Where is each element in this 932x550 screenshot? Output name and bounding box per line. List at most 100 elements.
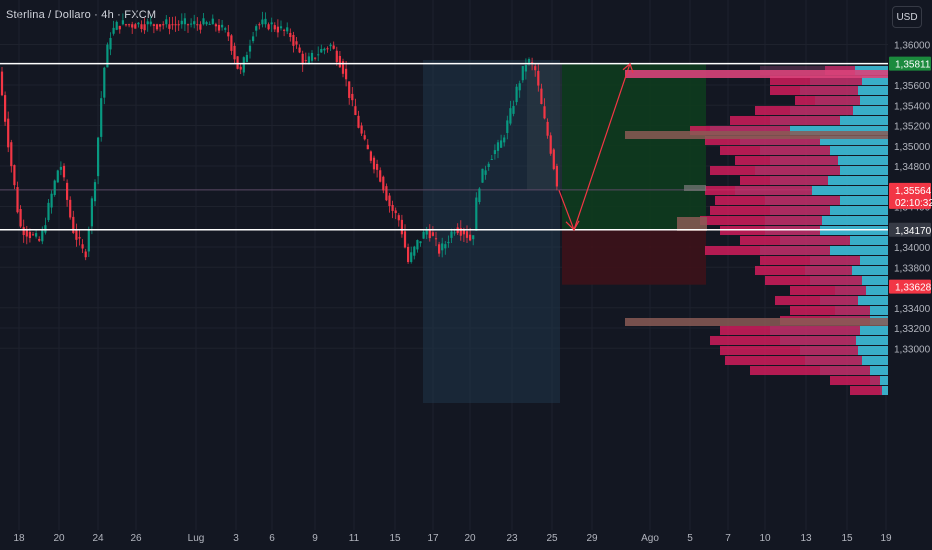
price-axis: 1,36000 1,35600 1,35400 1,35200 1,35000 1,348… xyxy=(889,41,932,355)
candle-body xyxy=(47,202,50,221)
volume-bar xyxy=(820,366,888,375)
volume-bar xyxy=(800,346,888,355)
volume-bar xyxy=(720,146,888,155)
candle-body xyxy=(459,228,462,236)
candle-body xyxy=(50,193,53,208)
candle-body xyxy=(56,170,59,183)
volume-bar xyxy=(684,185,706,191)
time-tick-label: 3 xyxy=(233,533,239,544)
candle-body xyxy=(22,227,25,236)
candle-body xyxy=(326,48,329,50)
candle-body xyxy=(155,24,159,30)
candle-body xyxy=(7,118,10,148)
candle-body xyxy=(298,47,301,53)
position-zones xyxy=(0,60,888,403)
time-tick-label: Ago xyxy=(641,533,659,544)
candle-body xyxy=(100,98,103,137)
candle-body xyxy=(425,230,428,235)
volume-bar xyxy=(860,256,888,265)
candles xyxy=(0,11,558,264)
time-tick-label: 25 xyxy=(546,533,558,544)
candle-body xyxy=(208,23,211,25)
candle-body xyxy=(366,144,369,150)
candle-body xyxy=(549,135,552,154)
candle-body xyxy=(252,36,255,42)
candle-body xyxy=(199,24,202,30)
candle-body xyxy=(255,26,258,31)
volume-bar xyxy=(725,356,888,365)
candle-body xyxy=(267,24,270,30)
candle-body xyxy=(397,215,400,221)
candle-body xyxy=(103,67,106,98)
price-tick-label: 1,33400 xyxy=(894,304,931,315)
currency-button[interactable]: USD xyxy=(892,6,922,28)
candle-body xyxy=(4,95,7,122)
candle-body xyxy=(180,20,183,25)
price-tick-label: 1,34800 xyxy=(894,162,931,173)
volume-bar xyxy=(862,76,888,85)
candle-body xyxy=(407,247,410,263)
volume-bar xyxy=(840,166,888,175)
candle-body xyxy=(438,244,441,254)
candle-body xyxy=(131,24,134,28)
volume-bar xyxy=(720,326,888,335)
volume-bar xyxy=(828,176,888,185)
time-tick-label: Lug xyxy=(188,533,205,544)
projection-arrows xyxy=(558,62,634,232)
volume-bar xyxy=(780,336,888,345)
volume-bar xyxy=(850,236,888,245)
candle-body xyxy=(382,176,385,191)
candle-body xyxy=(214,24,217,27)
poc-bar xyxy=(625,70,888,78)
volume-bar xyxy=(740,136,888,145)
candle-body xyxy=(372,157,376,170)
symbol-title: Sterlina / Dollaro · 4h · FXCM xyxy=(6,9,157,21)
volume-bar xyxy=(760,146,888,155)
time-tick-label: 5 xyxy=(687,533,693,544)
candle-body xyxy=(283,29,286,31)
time-tick-label: 20 xyxy=(464,533,476,544)
volume-bar xyxy=(860,96,888,105)
candle-body xyxy=(221,24,224,28)
volume-bar xyxy=(800,86,888,95)
candle-body xyxy=(413,246,416,256)
candle-body xyxy=(419,241,422,244)
volume-bar xyxy=(735,156,888,165)
candle-body xyxy=(217,24,221,31)
candle-body xyxy=(363,135,366,140)
volume-bar xyxy=(705,246,888,255)
candle-body xyxy=(140,24,143,30)
time-axis: 18 20 24 26 Lug 3 6 9 11 15 17 20 23 25 29 Ago 5 7 10 13 15 1… xyxy=(13,533,892,544)
time-tick-label: 9 xyxy=(312,533,318,544)
candle-body xyxy=(301,53,304,65)
candle-body xyxy=(146,21,149,25)
candle-body xyxy=(292,34,295,46)
time-tick-label: 23 xyxy=(506,533,518,544)
candle-body xyxy=(462,229,465,235)
time-tick-label: 20 xyxy=(53,533,65,544)
candle-body xyxy=(441,243,444,251)
volume-bar xyxy=(830,376,888,385)
time-tick-label: 11 xyxy=(349,533,360,544)
candle-body xyxy=(400,219,403,235)
candle-body xyxy=(276,26,279,33)
volume-bar xyxy=(835,286,888,295)
candle-body xyxy=(66,182,69,200)
candle-body xyxy=(286,27,289,32)
candle-body xyxy=(62,165,66,178)
volume-bar xyxy=(760,256,888,265)
volume-bar xyxy=(755,166,888,175)
candle-body xyxy=(233,45,236,60)
volume-bar xyxy=(822,216,888,225)
volume-bar xyxy=(812,186,888,195)
candle-body xyxy=(261,19,264,25)
candle-body xyxy=(376,163,379,170)
candle-body xyxy=(304,60,307,62)
volume-bar xyxy=(795,96,888,105)
candle-body xyxy=(332,45,335,49)
candle-body xyxy=(487,163,490,168)
candle-body xyxy=(447,241,450,244)
time-tick-label: 15 xyxy=(841,533,853,544)
price-tick-label: 1,35600 xyxy=(894,81,931,92)
